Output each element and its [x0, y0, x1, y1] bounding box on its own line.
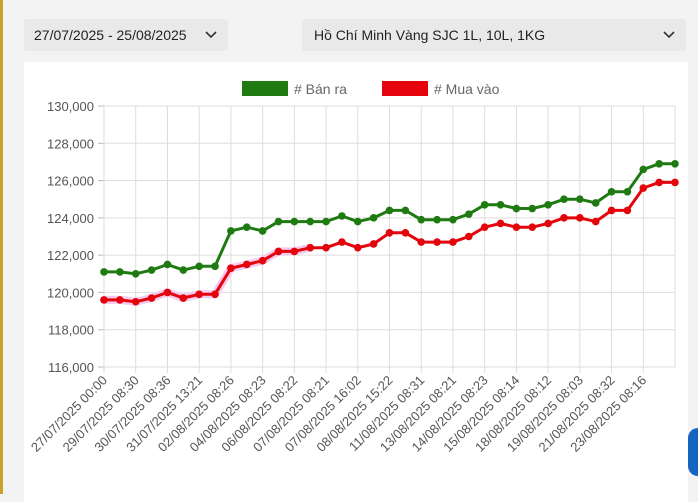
y-tick-label: 128,000	[47, 136, 94, 151]
buy-data-point[interactable]	[338, 238, 346, 246]
y-tick-label: 126,000	[47, 174, 94, 189]
sell-data-point[interactable]	[131, 269, 140, 278]
buy-data-point[interactable]	[544, 219, 552, 228]
gold-type-value: Hồ Chí Minh Vàng SJC 1L, 10L, 1KG	[314, 27, 546, 43]
buy-data-point[interactable]	[258, 256, 267, 265]
sell-data-point[interactable]	[655, 159, 663, 168]
y-tick-label: 130,000	[47, 99, 94, 114]
sell-data-point[interactable]	[322, 217, 330, 226]
buy-data-point[interactable]	[353, 243, 362, 252]
sell-data-point[interactable]	[290, 217, 299, 226]
buy-data-point[interactable]	[385, 228, 394, 237]
chevron-down-icon	[205, 31, 217, 39]
sell-data-point[interactable]	[369, 214, 378, 222]
buy-data-point[interactable]	[449, 238, 457, 246]
buy-data-point[interactable]	[417, 238, 426, 246]
y-tick-label: 118,000	[48, 323, 94, 338]
buy-data-point[interactable]	[433, 238, 441, 246]
sell-data-point[interactable]	[211, 262, 219, 271]
sell-data-point[interactable]	[671, 159, 679, 168]
buy-data-point[interactable]	[147, 294, 156, 302]
sell-legend-label[interactable]: # Bán ra	[294, 81, 347, 97]
buy-data-point[interactable]	[576, 214, 584, 222]
sell-data-point[interactable]	[591, 199, 600, 207]
sell-data-point[interactable]	[607, 187, 616, 196]
sell-data-point[interactable]	[385, 206, 394, 215]
buy-data-point[interactable]	[306, 243, 314, 252]
chat-widget-button[interactable]	[688, 428, 698, 476]
buy-data-point[interactable]	[512, 223, 521, 231]
sell-data-point[interactable]	[195, 262, 203, 271]
sell-data-point[interactable]	[258, 227, 267, 235]
sell-data-point[interactable]	[528, 204, 537, 213]
buy-data-point[interactable]	[369, 240, 378, 248]
left-accent-stripe	[0, 0, 3, 494]
sell-data-point[interactable]	[227, 227, 235, 235]
date-range-value: 27/07/2025 - 25/08/2025	[34, 27, 187, 43]
buy-data-point[interactable]	[211, 290, 219, 299]
y-tick-label: 116,000	[48, 360, 94, 375]
sell-data-point[interactable]	[623, 187, 632, 196]
sell-data-point[interactable]	[417, 215, 426, 224]
sell-data-point[interactable]	[496, 201, 505, 209]
sell-data-point[interactable]	[433, 215, 441, 224]
y-tick-label: 120,000	[47, 285, 94, 300]
sell-data-point[interactable]	[338, 212, 346, 220]
sell-data-point[interactable]	[544, 201, 552, 209]
buy-data-point[interactable]	[242, 260, 251, 269]
gold-type-select[interactable]: Hồ Chí Minh Vàng SJC 1L, 10L, 1KG	[302, 19, 686, 51]
sell-data-point[interactable]	[639, 165, 648, 174]
chevron-down-icon	[663, 31, 675, 39]
buy-data-point[interactable]	[290, 247, 299, 256]
sell-data-point[interactable]	[576, 195, 584, 204]
sell-data-point[interactable]	[116, 268, 124, 276]
price-line-chart: 116,000 118,000 120,000 122,000 124,000 126,0…	[28, 81, 679, 455]
sell-data-point[interactable]	[274, 217, 283, 226]
buy-data-point[interactable]	[671, 178, 679, 187]
buy-data-point[interactable]	[322, 243, 330, 252]
sell-legend-swatch[interactable]	[242, 81, 288, 96]
sell-data-point[interactable]	[465, 210, 473, 218]
buy-data-point[interactable]	[496, 219, 505, 228]
buy-data-point[interactable]	[195, 290, 203, 299]
buy-data-point[interactable]	[623, 206, 632, 215]
buy-data-point[interactable]	[100, 296, 108, 304]
buy-data-point[interactable]	[480, 223, 489, 231]
sell-data-point[interactable]	[560, 195, 568, 204]
buy-data-point[interactable]	[131, 297, 140, 306]
sell-data-point[interactable]	[242, 223, 251, 231]
buy-data-point[interactable]	[639, 184, 648, 192]
buy-data-point[interactable]	[163, 288, 172, 297]
date-range-select[interactable]: 27/07/2025 - 25/08/2025	[24, 19, 228, 51]
sell-data-point[interactable]	[147, 266, 156, 274]
y-tick-label: 122,000	[47, 248, 94, 263]
buy-data-point[interactable]	[401, 228, 410, 237]
buy-legend-swatch[interactable]	[382, 81, 428, 96]
buy-data-point[interactable]	[528, 223, 537, 231]
chart-card: 116,000 118,000 120,000 122,000 124,000 126,0…	[24, 62, 688, 502]
buy-data-point[interactable]	[179, 294, 188, 302]
buy-data-point[interactable]	[560, 214, 568, 222]
sell-data-point[interactable]	[163, 260, 172, 269]
sell-data-point[interactable]	[353, 217, 362, 226]
sell-data-point[interactable]	[480, 201, 489, 209]
sell-data-point[interactable]	[512, 204, 521, 213]
buy-data-point[interactable]	[607, 206, 616, 215]
buy-data-point[interactable]	[116, 296, 124, 304]
sell-data-point[interactable]	[306, 217, 314, 226]
sell-data-point[interactable]	[100, 268, 108, 276]
buy-data-point[interactable]	[227, 264, 235, 272]
y-tick-label: 124,000	[47, 211, 94, 226]
buy-data-point[interactable]	[591, 217, 600, 226]
sell-data-point[interactable]	[401, 206, 410, 215]
buy-data-point[interactable]	[274, 247, 283, 256]
sell-data-point[interactable]	[179, 266, 188, 274]
buy-data-point[interactable]	[655, 178, 663, 187]
sell-data-point[interactable]	[449, 215, 457, 224]
buy-legend-label[interactable]: # Mua vào	[434, 81, 500, 97]
buy-data-point[interactable]	[465, 232, 473, 241]
